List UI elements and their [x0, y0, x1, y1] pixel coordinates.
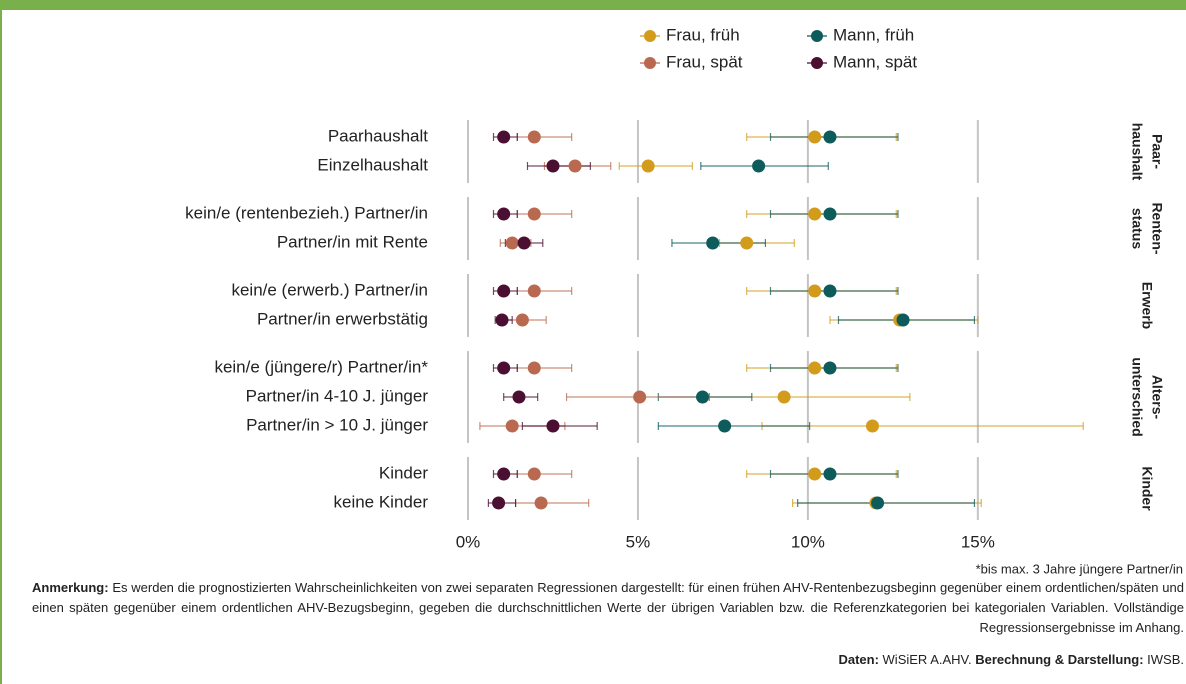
dot: [706, 236, 720, 250]
dot: [497, 361, 511, 375]
dot: [497, 207, 511, 221]
facet-label: Paar-: [1149, 134, 1165, 169]
footnote: *bis max. 3 Jahre jüngere Partner/in: [976, 561, 1183, 576]
dot: [546, 159, 560, 173]
facet-label: Alters-: [1149, 375, 1165, 420]
dot: [696, 390, 710, 404]
dot: [865, 419, 879, 433]
legend-marker: [811, 57, 823, 69]
dot: [896, 313, 910, 327]
dot: [515, 313, 529, 327]
note-text: Es werden die prognostizierten Wahrschei…: [32, 580, 1184, 635]
dot: [492, 496, 506, 510]
dot: [568, 159, 582, 173]
facet-label: Kinder: [1139, 466, 1155, 511]
dot: [752, 159, 766, 173]
legend-label: Frau, spät: [666, 52, 743, 71]
dot: [505, 419, 519, 433]
facet-label: unterschied: [1129, 357, 1145, 436]
category-label: kein/e (jüngere/r) Partner/in*: [214, 357, 428, 376]
note-label: Anmerkung:: [32, 580, 109, 595]
dot: [497, 467, 511, 481]
dot: [808, 361, 822, 375]
category-label: Partner/in > 10 J. jünger: [246, 415, 428, 434]
dot: [823, 467, 837, 481]
dot: [808, 207, 822, 221]
source: Daten: WiSiER A.AHV. Berechnung & Darste…: [838, 650, 1184, 670]
calc-label: Berechnung & Darstellung:: [975, 652, 1144, 667]
category-label: keine Kinder: [333, 492, 428, 511]
dot: [495, 313, 509, 327]
dot: [808, 284, 822, 298]
category-label: Partner/in mit Rente: [277, 232, 428, 251]
source-data: WiSiER A.AHV.: [878, 652, 976, 667]
x-tick-label: 5%: [626, 532, 651, 551]
dot: [527, 361, 541, 375]
category-label: Paarhaushalt: [328, 126, 428, 145]
dot: [740, 236, 754, 250]
legend-label: Frau, früh: [666, 25, 740, 44]
error-bar: [516, 210, 573, 218]
facet-label: haushalt: [1129, 123, 1145, 181]
dot: [497, 130, 511, 144]
dot: [823, 284, 837, 298]
error-bar: [516, 287, 573, 295]
dot: [641, 159, 655, 173]
dot: [871, 496, 885, 510]
x-tick-label: 10%: [791, 532, 825, 551]
legend-marker: [811, 30, 823, 42]
dot: [808, 130, 822, 144]
dot: [777, 390, 791, 404]
chart: *bis max. 3 Jahre jüngere Partner/in Fra…: [185, 25, 1183, 576]
calc-text: IWSB.: [1143, 652, 1184, 667]
dot: [534, 496, 548, 510]
x-tick-label: 15%: [961, 532, 995, 551]
error-bar: [521, 422, 598, 430]
x-tick-label: 0%: [456, 532, 481, 551]
error-bar: [657, 422, 811, 430]
category-label: Partner/in 4-10 J. jünger: [246, 386, 429, 405]
dot: [527, 284, 541, 298]
dot: [527, 130, 541, 144]
facet-label: status: [1129, 208, 1145, 249]
dot: [505, 236, 519, 250]
source-label: Daten:: [838, 652, 879, 667]
dot: [527, 467, 541, 481]
dot: [718, 419, 732, 433]
error-bar: [618, 162, 693, 170]
error-bar: [516, 133, 573, 141]
dot: [512, 390, 526, 404]
category-label: Kinder: [379, 463, 428, 482]
legend-marker: [644, 30, 656, 42]
dot: [527, 207, 541, 221]
error-bar: [516, 470, 573, 478]
category-label: Einzelhaushalt: [317, 155, 428, 174]
dot: [808, 467, 822, 481]
dot: [517, 236, 531, 250]
dot: [633, 390, 647, 404]
dot: [546, 419, 560, 433]
category-label: Partner/in erwerbstätig: [257, 309, 428, 328]
legend-label: Mann, spät: [833, 52, 917, 71]
header-bar: [0, 0, 1186, 10]
dot: [823, 361, 837, 375]
error-bar: [797, 499, 976, 507]
dot: [497, 284, 511, 298]
error-bar: [516, 364, 573, 372]
note: Anmerkung: Es werden die prognostizierte…: [32, 578, 1184, 638]
dot: [823, 130, 837, 144]
category-label: kein/e (erwerb.) Partner/in: [231, 280, 428, 299]
legend-label: Mann, früh: [833, 25, 914, 44]
dot: [823, 207, 837, 221]
facet-label: Erwerb: [1139, 282, 1155, 329]
error-bar: [514, 499, 590, 507]
facet-label: Renten-: [1149, 202, 1165, 254]
legend-marker: [644, 57, 656, 69]
category-label: kein/e (rentenbezieh.) Partner/in: [185, 203, 428, 222]
